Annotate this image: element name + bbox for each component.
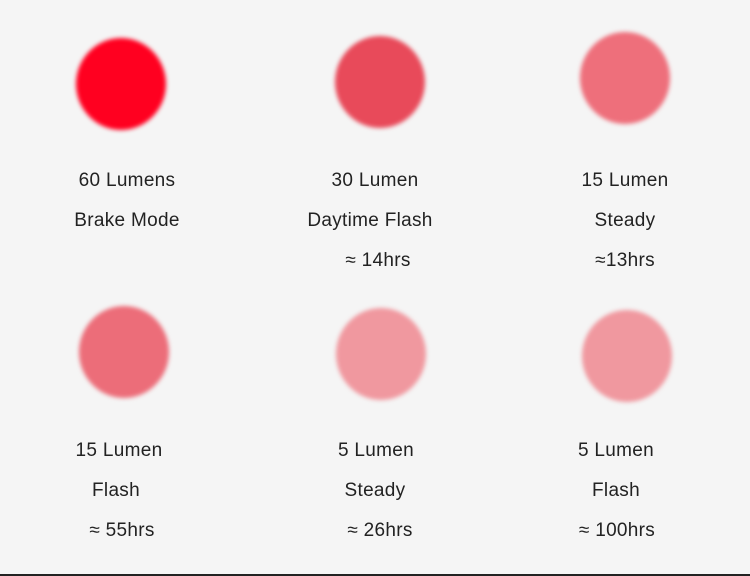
- runtime-label: ≈ 14hrs: [345, 250, 411, 271]
- lumens-label: 5 Lumen: [337, 440, 415, 461]
- light-indicator-circle: [76, 38, 166, 130]
- light-indicator-circle: [336, 308, 426, 400]
- light-indicator-circle: [582, 310, 672, 402]
- mode-label: Daytime Flash: [307, 210, 433, 231]
- lumens-label: 15 Lumen: [581, 170, 669, 191]
- lumens-label: 60 Lumens: [78, 170, 176, 191]
- mode-label: Brake Mode: [74, 210, 180, 231]
- light-indicator-circle: [335, 36, 425, 128]
- runtime-label: ≈ 26hrs: [347, 520, 413, 541]
- divider: [0, 574, 750, 576]
- runtime-label: ≈13hrs: [595, 250, 655, 271]
- runtime-label: ≈ 100hrs: [578, 520, 656, 541]
- mode-label: Steady: [594, 210, 656, 231]
- mode-label: Flash: [92, 480, 140, 501]
- light-indicator-circle: [580, 32, 670, 124]
- mode-label: Flash: [592, 480, 640, 501]
- lumens-label: 15 Lumen: [75, 440, 163, 461]
- lumens-label: 5 Lumen: [577, 440, 655, 461]
- mode-label: Steady: [344, 480, 406, 501]
- runtime-label: ≈ 55hrs: [89, 520, 155, 541]
- light-indicator-circle: [79, 306, 169, 398]
- lumens-label: 30 Lumen: [331, 170, 419, 191]
